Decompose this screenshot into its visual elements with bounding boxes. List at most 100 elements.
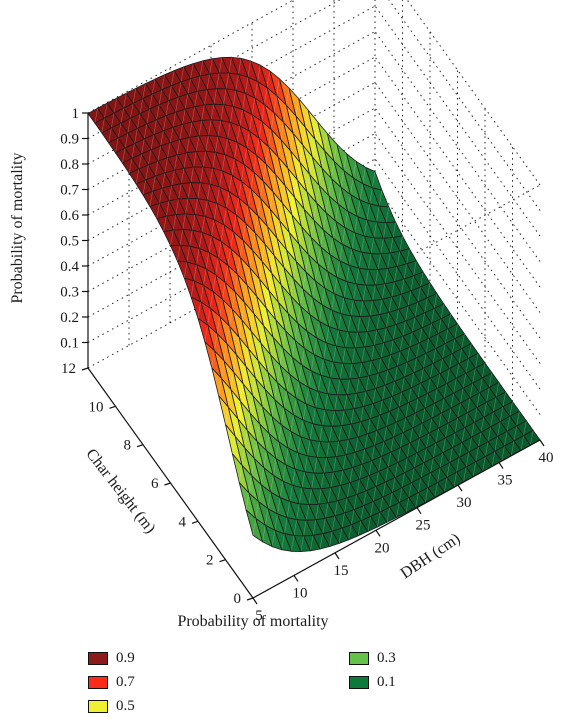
surface-diagonal [305, 504, 310, 521]
surface-diagonal [131, 143, 135, 159]
surface-diagonal [320, 473, 325, 489]
surface-diagonal [297, 162, 301, 180]
surface-diagonal [152, 79, 156, 95]
surface-diagonal [334, 394, 338, 411]
surface-diagonal [211, 350, 215, 368]
surface-diagonal [272, 174, 276, 192]
surface-diagonal [433, 442, 437, 458]
surface-diagonal [194, 198, 198, 215]
surface-diagonal [267, 491, 271, 509]
legend-label: 0.3 [377, 649, 396, 666]
y-tick-label: 10 [89, 399, 104, 415]
surface-diagonal [223, 343, 227, 361]
y-tick-label: 6 [151, 476, 159, 492]
surface-diagonal [293, 519, 297, 536]
surface-diagonal [160, 130, 164, 147]
surface-diagonal [198, 232, 203, 249]
surface-diagonal [267, 354, 271, 372]
surface-diagonal [420, 462, 424, 478]
surface-diagonal [382, 482, 386, 498]
surface-diagonal [190, 63, 194, 79]
z-tick-label: 0.7 [60, 183, 79, 199]
surface-diagonal [249, 395, 253, 414]
surface-diagonal [249, 114, 253, 132]
surface-diagonal [366, 475, 370, 491]
surface-diagonal [352, 347, 356, 364]
surface-diagonal [388, 297, 392, 313]
surface-diagonal [333, 456, 337, 473]
surface-diagonal [216, 73, 220, 89]
surface-diagonal [336, 260, 340, 278]
surface-diagonal [343, 394, 348, 411]
surface-diagonal [402, 321, 406, 337]
surface-diagonal [494, 436, 498, 452]
surface-diagonal [286, 501, 291, 518]
surface-diagonal [232, 90, 236, 107]
surface-diagonal [337, 485, 341, 501]
surface-diagonal [372, 388, 376, 404]
surface-diagonal [460, 388, 464, 404]
surface-diagonal [487, 426, 491, 442]
surface-diagonal [447, 313, 451, 329]
x-tick-label: 10 [293, 585, 308, 601]
surface-diagonal [192, 214, 196, 231]
surface-diagonal [451, 338, 456, 354]
surface-diagonal [328, 178, 332, 196]
surface-diagonal [149, 191, 153, 207]
surface-diagonal [459, 442, 463, 458]
surface-diagonal [394, 266, 398, 282]
surface-diagonal [268, 416, 273, 434]
surface-diagonal [277, 497, 281, 515]
surface-diagonal [161, 74, 165, 90]
surface-diagonal [327, 487, 331, 503]
surface-diagonal [450, 393, 454, 409]
surface-diagonal [308, 237, 312, 255]
surface-diagonal [394, 462, 398, 478]
surface-diagonal [323, 342, 327, 360]
surface-diagonal [374, 430, 378, 446]
surface-diagonal [242, 93, 246, 110]
surface-diagonal [409, 427, 413, 443]
legend: 0.9 0.7 0.5 0.3 0.1 [0, 640, 563, 720]
surface-diagonal [351, 509, 355, 525]
surface-diagonal [166, 200, 170, 217]
surface-diagonal [415, 492, 419, 508]
surface-diagonal [275, 156, 279, 175]
surface-diagonal [311, 473, 315, 489]
surface-diagonal [373, 221, 377, 238]
box-line [388, 0, 541, 211]
x-tick-mark [416, 507, 422, 515]
surface-diagonal [224, 265, 229, 283]
y-tick-label: 2 [206, 553, 214, 569]
x-tick-mark [375, 529, 381, 537]
surface-diagonal [135, 168, 140, 185]
surface-diagonal [252, 518, 256, 536]
surface-diagonal [454, 323, 458, 339]
surface-diagonal [197, 182, 201, 199]
surface-diagonal [189, 122, 193, 138]
surface-diagonal [444, 477, 448, 493]
surface-diagonal [322, 518, 326, 534]
surface-diagonal [306, 314, 311, 332]
surface-diagonal [444, 328, 449, 344]
surface-diagonal [344, 497, 348, 514]
surface-diagonal [221, 154, 226, 171]
surface-diagonal [416, 342, 420, 358]
surface-diagonal [393, 422, 397, 438]
surface-diagonal [495, 382, 499, 398]
surface-diagonal [248, 475, 252, 493]
surface-diagonal [369, 187, 373, 204]
surface-diagonal [234, 142, 238, 159]
surface-diagonal [142, 179, 146, 196]
surface-diagonal [339, 244, 343, 261]
surface-diagonal [285, 448, 289, 465]
surface-diagonal [465, 358, 469, 374]
surface-diagonal [293, 398, 297, 416]
surface-diagonal [360, 300, 364, 317]
y-tick-mark [246, 597, 254, 601]
surface-diagonal [223, 208, 227, 225]
surface-diagonal [262, 163, 267, 182]
surface-diagonal [216, 187, 220, 204]
surface-diagonal [245, 77, 249, 94]
surface-diagonal [298, 226, 302, 244]
